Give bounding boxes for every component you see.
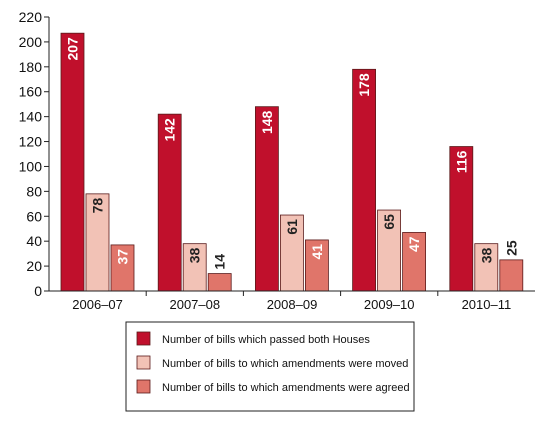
y-tick-label: 20: [26, 258, 42, 274]
x-category-label: 2007–08: [169, 297, 220, 312]
y-tick-label: 120: [19, 134, 43, 150]
legend-box: [125, 321, 415, 412]
legend-swatch: [136, 379, 151, 394]
bar-data-label: 38: [187, 247, 203, 263]
legend: Number of bills which passed both Houses…: [125, 321, 415, 412]
bar-data-label: 14: [212, 254, 228, 270]
bar-data-label: 47: [406, 236, 422, 252]
y-tick-label: 0: [34, 283, 42, 299]
y-tick-label: 80: [26, 183, 42, 199]
bar: [499, 259, 524, 292]
bar-data-label: 142: [162, 118, 178, 142]
bar-data-label: 207: [65, 37, 81, 61]
y-tick-label: 160: [19, 84, 43, 100]
bar-data-label: 41: [309, 244, 325, 260]
bar: [207, 273, 232, 292]
x-category-label: 2010–11: [462, 297, 512, 312]
legend-swatch: [136, 355, 151, 370]
x-category-label: 2009–10: [364, 297, 415, 312]
y-axis: 0 20 40 60 80 100 120 140 160 180 200 220: [19, 9, 50, 299]
y-tick-label: 100: [19, 158, 43, 174]
y-tick-label: 140: [19, 109, 43, 125]
y-tick-label: 200: [19, 34, 43, 50]
bar-data-label: 38: [478, 247, 494, 263]
bars: 207 78 37 142 38 14 148 61 41 178 65 47 116 38 25: [60, 32, 524, 292]
y-tick-label: 180: [19, 59, 43, 75]
bar-data-label: 61: [284, 219, 300, 235]
x-category-label: 2008–09: [267, 297, 318, 312]
bar-data-label: 37: [115, 249, 131, 265]
y-tick-label: 60: [26, 208, 42, 224]
bar-data-label: 78: [90, 198, 106, 214]
legend-entry-label: Number of bills which passed both Houses: [162, 334, 370, 346]
legend-entry-label: Number of bills to which amendments were…: [162, 382, 410, 394]
bar-data-label: 178: [356, 73, 372, 97]
x-category-label: 2006–07: [72, 297, 123, 312]
legend-entry-label: Number of bills to which amendments were…: [162, 358, 408, 370]
bar: [60, 32, 85, 292]
y-tick-label: 220: [19, 9, 43, 25]
bar: [352, 68, 377, 292]
bar-data-label: 148: [259, 110, 275, 134]
x-axis: 2006–07 2007–08 2008–09 2009–10 2010–11: [49, 290, 535, 312]
y-tick-label: 40: [26, 233, 42, 249]
legend-swatch: [136, 331, 151, 346]
bar-data-label: 65: [381, 214, 397, 230]
bar-data-label: 116: [453, 150, 469, 173]
bar-data-label: 25: [503, 240, 519, 256]
